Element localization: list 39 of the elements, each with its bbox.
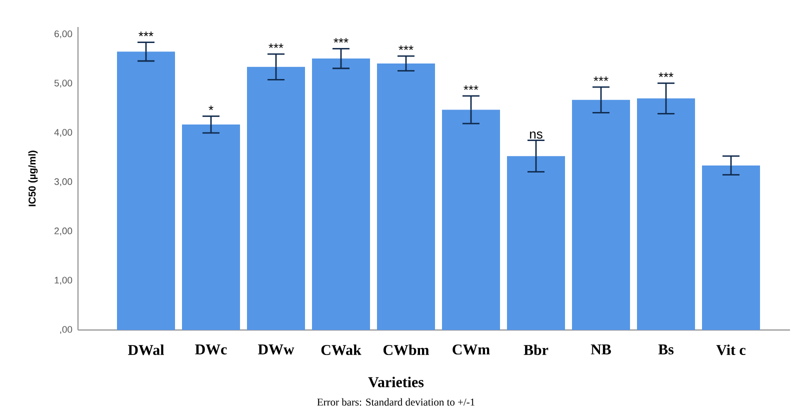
- y-tick-label: 5,00: [54, 80, 72, 88]
- bar: [377, 63, 436, 330]
- y-axis-title: IC50 (µg/ml): [28, 150, 38, 206]
- x-tick-label: DWc: [195, 344, 227, 355]
- bar: [247, 66, 306, 330]
- bar: [702, 165, 760, 330]
- y-tick-label: 2,00: [54, 228, 72, 236]
- y-tick-label: 3,00: [54, 178, 72, 186]
- y-tick-label: ,00: [60, 326, 72, 334]
- x-tick-label: CWak: [321, 344, 362, 356]
- x-tick-label: CWbm: [383, 344, 429, 356]
- bar: [182, 124, 240, 330]
- x-tick-label: NB: [590, 344, 611, 354]
- y-tick-label: 4,00: [54, 129, 72, 137]
- annotation: ***: [464, 85, 478, 90]
- x-axis-title: Varieties: [368, 376, 424, 388]
- x-tick-label: DWw: [258, 344, 294, 355]
- bar: [442, 110, 500, 330]
- x-tick-label: Bbr: [524, 344, 548, 356]
- annotation: ***: [138, 32, 154, 36]
- bar: [507, 156, 566, 330]
- bar: [637, 98, 696, 330]
- annotation: ***: [658, 72, 674, 78]
- annotation: ***: [334, 38, 348, 43]
- bar: [312, 58, 370, 330]
- y-tick-label: 6,00: [54, 30, 72, 38]
- annotation: *: [208, 106, 214, 110]
- x-tick-label: CWm: [452, 344, 490, 355]
- annotation: ns: [530, 132, 542, 139]
- annotation: ***: [398, 45, 414, 50]
- annotation: ***: [594, 76, 608, 82]
- x-tick-label: Vit c: [716, 344, 746, 356]
- bar: [572, 100, 630, 330]
- y-tick-label: 1,00: [54, 276, 72, 285]
- bar: [117, 52, 175, 330]
- x-tick-label: DWal: [128, 344, 164, 356]
- text: Error bars: Standard deviation to +/-1: [317, 398, 474, 406]
- annotation: ***: [268, 43, 284, 48]
- x-tick-label: Bs: [658, 344, 674, 354]
